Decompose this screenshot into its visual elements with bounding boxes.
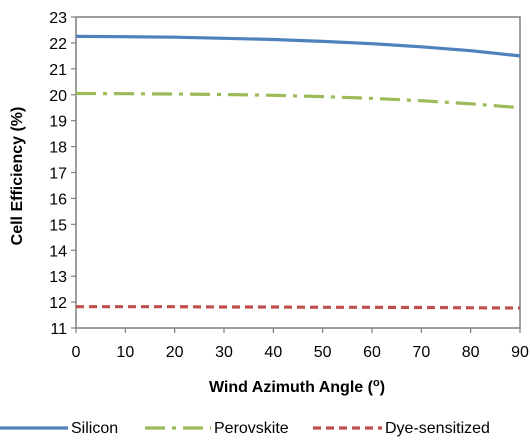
legend-label: Silicon (71, 420, 118, 437)
series-line-silicon (75, 34, 521, 58)
y-tick-label: 15 (49, 217, 67, 234)
y-tick-label: 19 (49, 114, 67, 131)
y-axis-ticks: 11 12 13 14 15 16 17 18 19 20 21 22 23 (49, 10, 76, 338)
y-tick-label: 12 (49, 295, 67, 312)
degree-symbol: o (373, 377, 380, 389)
legend: Silicon Perovskite Dye-sensitized (0, 420, 490, 437)
y-tick-label: 11 (50, 321, 67, 338)
x-axis-title: Wind Azimuth Angle (o) (209, 377, 385, 396)
x-tick-label: 60 (363, 344, 381, 361)
x-tick-label: 90 (511, 344, 529, 361)
y-tick-label: 13 (49, 269, 67, 286)
plot-border (75, 16, 521, 329)
x-tick-label: 80 (462, 344, 480, 361)
x-tick-label: 20 (166, 344, 184, 361)
series-line-perovskite (75, 91, 521, 110)
x-tick-label: 70 (412, 344, 430, 361)
plot-area (75, 16, 521, 329)
x-tick-label: 0 (72, 344, 81, 361)
x-tick-label: 10 (116, 344, 134, 361)
series-layer (75, 34, 521, 310)
y-tick-label: 18 (49, 140, 67, 157)
legend-label: Perovskite (214, 420, 289, 437)
y-tick-label: 20 (49, 88, 67, 105)
y-tick-label: 23 (49, 10, 67, 27)
legend-label: Dye-sensitized (385, 420, 490, 437)
y-tick-label: 17 (49, 166, 67, 183)
y-tick-label: 16 (49, 191, 67, 208)
y-tick-label: 21 (49, 62, 67, 79)
x-tick-label: 30 (215, 344, 233, 361)
x-axis-ticks: 0 10 20 30 40 50 60 70 80 90 (72, 328, 529, 361)
series-line-dye-sensitized (76, 305, 521, 310)
y-tick-label: 22 (49, 36, 67, 53)
x-tick-label: 50 (314, 344, 332, 361)
y-axis-title: Cell Efficiency (%) (9, 107, 26, 246)
y-tick-label: 14 (49, 243, 67, 260)
x-tick-label: 40 (264, 344, 282, 361)
